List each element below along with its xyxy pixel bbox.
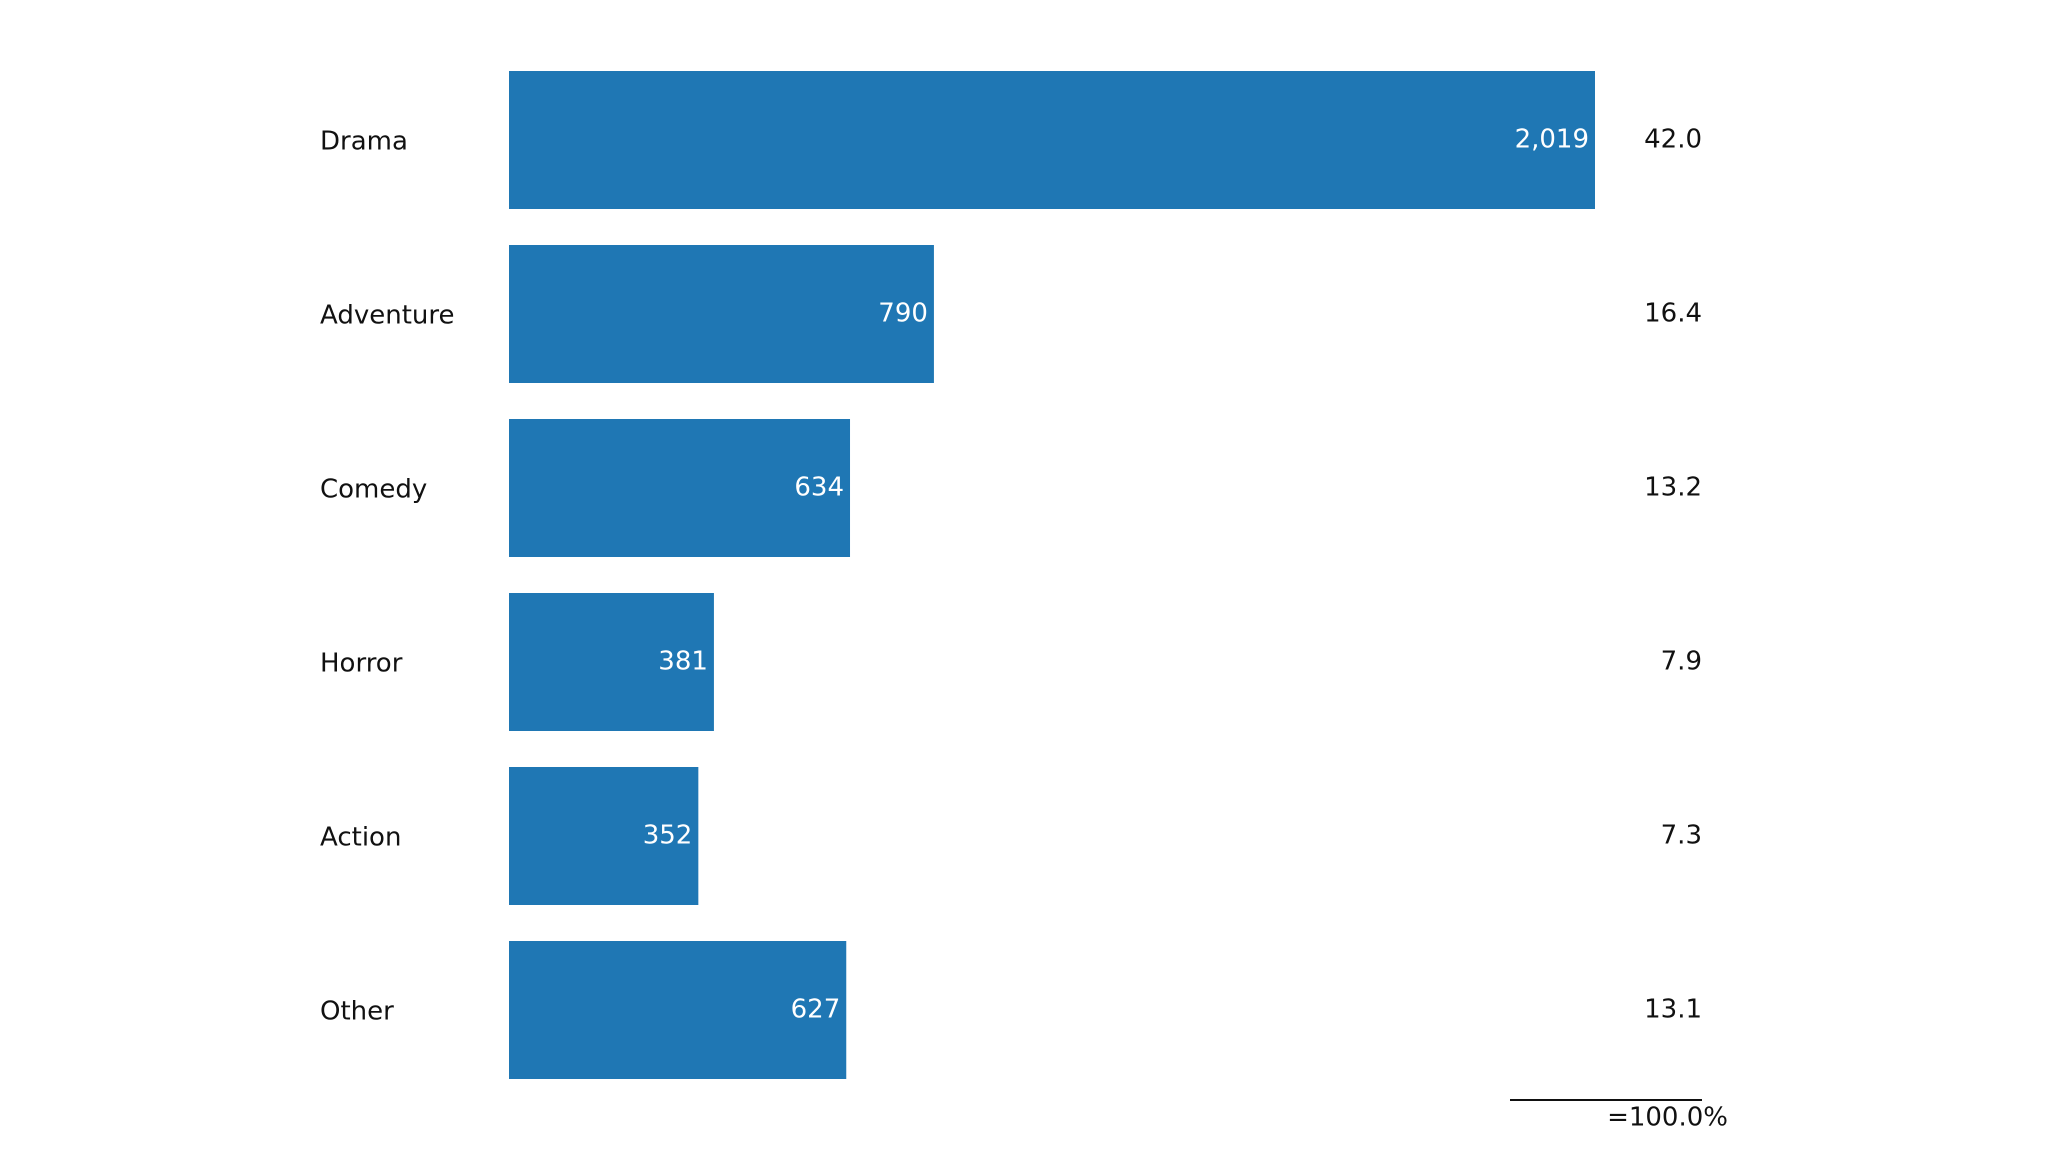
share-label: 16.4 — [1644, 299, 1702, 329]
value-label: 634 — [794, 473, 844, 503]
category-label: Comedy — [320, 475, 427, 505]
bar — [509, 419, 851, 557]
bar — [509, 941, 847, 1079]
category-label: Horror — [320, 649, 403, 679]
value-label: 2,019 — [1515, 125, 1589, 155]
share-label: 13.1 — [1644, 995, 1702, 1025]
value-label: 790 — [878, 299, 928, 329]
category-label: Action — [320, 823, 401, 853]
category-label: Drama — [320, 127, 408, 157]
value-label: 352 — [643, 821, 693, 851]
share-label: 42.0 — [1644, 125, 1702, 155]
category-label: Adventure — [320, 301, 454, 331]
share-label: 7.9 — [1661, 647, 1702, 677]
total-label: =100.0% — [1607, 1103, 1728, 1133]
bar — [509, 593, 714, 731]
bar — [509, 71, 1595, 209]
value-label: 381 — [658, 647, 708, 677]
share-label: 7.3 — [1661, 821, 1702, 851]
category-label: Other — [320, 997, 394, 1027]
share-label: 13.2 — [1644, 473, 1702, 503]
value-label: 627 — [791, 995, 841, 1025]
bar — [509, 767, 699, 905]
bar — [509, 245, 934, 383]
